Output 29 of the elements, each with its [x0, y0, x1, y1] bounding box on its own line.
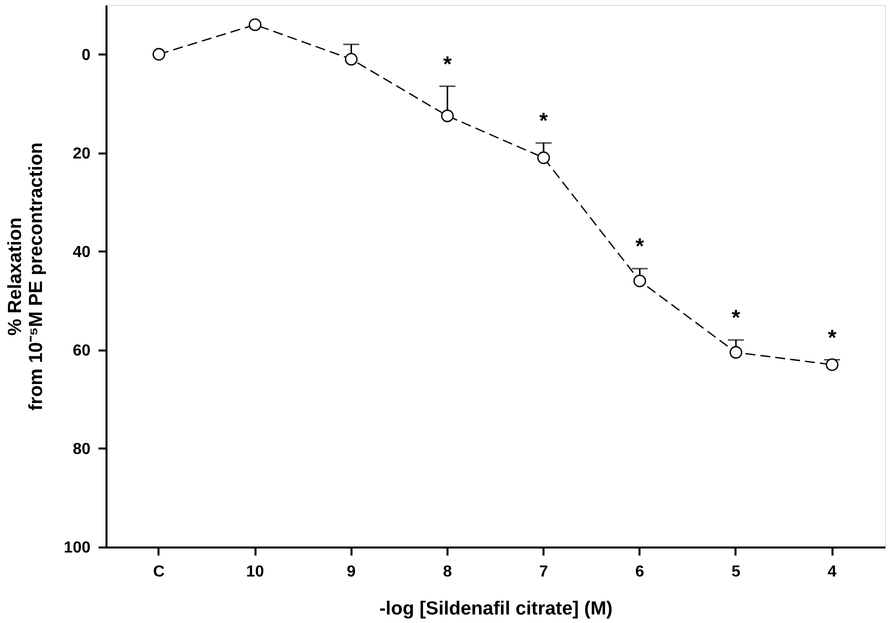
x-tick-label: 5 — [731, 564, 740, 580]
point — [826, 358, 838, 372]
y-tick-label: 80 — [72, 440, 91, 458]
x-axis-title: -log [Sildenafil citrate] (M) — [379, 598, 613, 620]
annotation: * — [732, 305, 741, 330]
x-tick-label: 8 — [442, 564, 452, 580]
x-tick-label: 10 — [246, 564, 264, 580]
point — [633, 274, 646, 288]
y-tick-label: 60 — [72, 342, 91, 360]
annotation: * — [635, 234, 644, 259]
y-tick-label: 40 — [72, 244, 91, 261]
point — [537, 151, 550, 164]
x-tick-label: 4 — [828, 564, 837, 580]
annotation: * — [443, 51, 452, 76]
point — [730, 346, 742, 359]
point — [248, 18, 262, 32]
point — [152, 48, 166, 61]
y-tick-label: 0 — [82, 46, 91, 64]
x-tick-label: 7 — [539, 564, 548, 580]
y-tick-label: 20 — [72, 145, 91, 162]
annotation: * — [828, 324, 837, 350]
point — [441, 110, 454, 122]
point — [344, 52, 358, 66]
x-tick-label: 9 — [346, 564, 356, 580]
x-tick-label: 6 — [635, 564, 644, 580]
annotation: * — [539, 108, 548, 133]
y-axis-title: % Relaxation from 10⁻⁵M PE precontraction — [4, 142, 47, 411]
y-tick-label: 100 — [64, 540, 91, 556]
x-tick-label: C — [153, 564, 166, 580]
